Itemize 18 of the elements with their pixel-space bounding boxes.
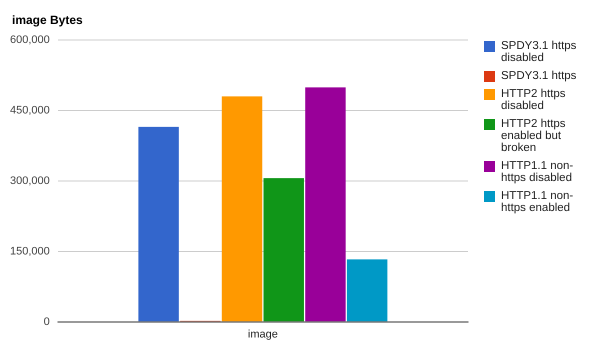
bar <box>264 178 304 322</box>
y-tick-label: 450,000 <box>10 104 50 116</box>
bar <box>305 87 346 322</box>
chart-title: image Bytes <box>12 13 83 27</box>
legend-label: HTTP2 https enabled but broken <box>501 118 567 154</box>
legend-label: HTTP2 https disabled <box>501 88 567 112</box>
legend-label: HTTP1.1 non-https disabled <box>501 160 574 184</box>
y-tick-label: 150,000 <box>10 245 50 258</box>
y-tick-label: 0 <box>44 316 50 328</box>
legend-label: HTTP1.1 non-https enabled <box>501 190 574 214</box>
bar <box>138 126 179 322</box>
y-tick-label: 600,000 <box>10 34 50 46</box>
bar <box>222 96 262 322</box>
legend-label: SPDY3.1 https <box>501 70 576 82</box>
legend-label: SPDY3.1 https disabled <box>501 40 578 64</box>
y-tick-label: 300,000 <box>10 174 50 187</box>
bar <box>346 259 388 322</box>
x-tick-label: image <box>248 328 278 340</box>
